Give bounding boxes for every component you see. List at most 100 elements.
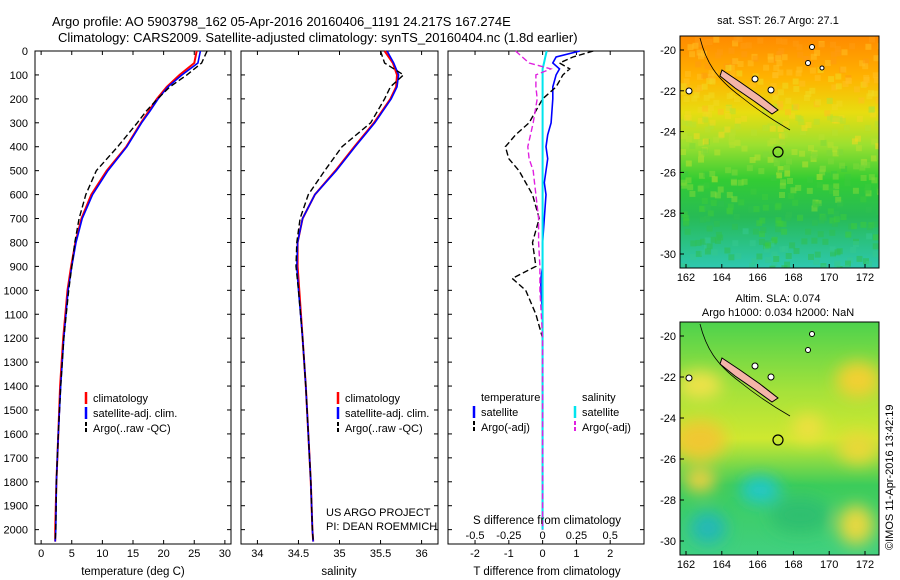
sst-pixel [685,120,692,127]
sst-pixel [859,60,866,67]
lon-tick-label: 162 [677,559,695,571]
sst-pixel [701,72,708,79]
sst-pixel [788,192,795,199]
sst-pixel [777,126,784,133]
sst-pixel [681,211,688,218]
sst-pixel [834,249,841,256]
sst-pixel [702,112,709,119]
x-tick-label: 0 [38,548,44,560]
sst-pixel [696,73,703,80]
sst-pixel [834,46,841,53]
sst-pixel [775,55,782,62]
sst-pixel [745,42,752,49]
legend-clim: climatology [345,393,401,405]
sst-pixel [828,76,835,83]
sst-pixel [680,88,687,95]
sst-pixel [696,40,703,47]
sst-pixel [710,236,717,243]
depth-tick-label: 800 [10,237,28,249]
sst-pixel [821,264,828,268]
sst-pixel [796,44,803,51]
sst-pixel [775,217,782,224]
sst-pixel [714,192,721,199]
x-tick-label: 20 [158,548,170,560]
sst-pixel [709,119,716,126]
sst-pixel [826,97,833,104]
sst-pixel [854,135,861,142]
sst-pixel [786,69,793,76]
sst-pixel [775,202,782,209]
sst-pixel [725,65,732,71]
depth-tick-label: 1100 [4,309,28,321]
sst-pixel [717,234,724,241]
sst-pixel [779,192,785,198]
sst-pixel [711,249,718,256]
sst-pixel [850,246,857,253]
sst-pixel [704,237,711,244]
sst-pixel [762,194,768,200]
x-tick-label: 30 [219,548,231,560]
sst-pixel [876,209,879,216]
difference-xlabel: T difference from climatology [473,566,620,578]
sst-pixel [801,125,808,132]
sst-pixel [860,160,867,167]
sst-pixel [864,125,871,132]
depth-tick-label: 700 [10,214,28,226]
sst-pixel [805,122,812,128]
sst-pixel [836,116,843,123]
sst-pixel [846,78,852,85]
sst-pixel [749,262,755,268]
sst-pixel [832,146,839,153]
sst-pixel [859,164,866,171]
sst-pixel [769,265,776,268]
legend-t-argo: Argo(-adj) [481,422,530,434]
sst-pixel [862,63,869,70]
depth-tick-label: 900 [10,261,28,273]
sst-pixel [835,73,842,80]
sst-pixel [827,208,834,215]
sst-pixel [781,131,788,138]
sst-pixel [683,96,690,103]
sst-pixel [726,191,733,198]
island [809,331,815,337]
sst-pixel [793,103,800,110]
sst-pixel [728,254,735,261]
sst-pixel [683,220,690,227]
island [767,373,775,381]
project-label: US ARGO PROJECT [326,507,431,519]
sst-pixel [830,58,837,65]
sst-pixel [713,36,720,43]
depth-tick-label: 100 [10,70,28,82]
lon-tick-label: 168 [784,272,802,284]
sst-pixel [728,64,735,71]
sst-pixel [844,174,851,181]
sst-pixel [871,90,878,97]
sst-pixel [814,251,821,258]
sst-pixel [843,124,850,131]
lat-tick-label: -28 [660,495,676,507]
sst-pixel [731,169,738,176]
sst-pixel [836,201,843,208]
sst-pixel [817,231,824,238]
difference-legend: temperature salinity satellite Argo(-adj… [472,392,631,434]
sst-pixel [708,123,715,130]
sst-pixel [700,238,707,245]
sst-pixel [708,92,715,99]
top-tick-label: -0.25 [496,530,521,542]
sst-pixel [773,65,780,71]
sst-pixel [831,84,838,91]
sst-pixel [751,129,757,136]
sst-pixel [811,237,818,244]
sst-pixel [837,149,844,156]
sst-pixel [819,165,826,172]
difference-axes [447,50,645,545]
temperature-plot: 0 5 10 15 20 25 30 [38,50,231,560]
sst-pixel [729,108,736,115]
sst-pixel [695,250,702,257]
sst-pixel [713,220,720,227]
sst-pixel [872,221,879,228]
sst-pixel [866,233,873,240]
sst-pixel [734,96,740,103]
sst-pixel [741,178,748,185]
